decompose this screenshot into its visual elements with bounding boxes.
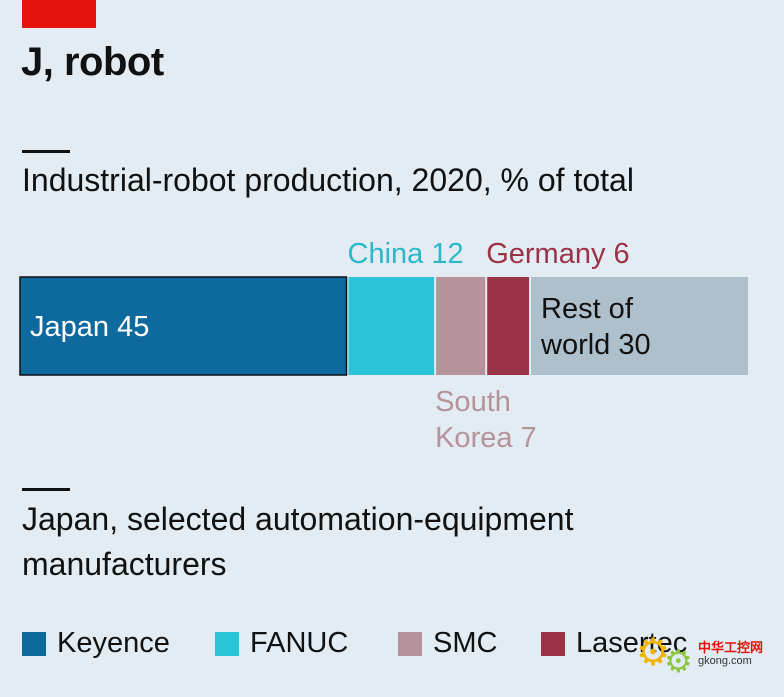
data-label-japan: Japan 45 [30, 311, 149, 343]
legend: Keyence FANUC SMC Lasertec [22, 622, 762, 664]
legend-swatch-fanuc [215, 632, 239, 656]
data-label-china: China 12 [348, 238, 464, 270]
legend-label-smc: SMC [433, 627, 498, 659]
red-tag-decoration [22, 0, 96, 28]
legend-label-keyence: Keyence [57, 627, 170, 659]
section-rule [22, 150, 70, 153]
chart-title: Industrial-robot production, 2020, % of … [22, 162, 634, 198]
data-label-line: South [435, 386, 511, 418]
section-title: Japan, selected automation-equipment man… [22, 497, 762, 587]
data-label-line: Rest of [541, 293, 634, 325]
data-label-line: Japan 45 [30, 311, 149, 343]
watermark-site-url: gkong.com [698, 655, 752, 667]
bar-segment-rest-of-world [531, 277, 748, 375]
headline: J, robot [21, 40, 164, 84]
data-label-line: China 12 [348, 238, 464, 270]
watermark-site-name: 中华工控网 [698, 640, 764, 655]
legend-swatch-lasertec [541, 632, 565, 656]
data-label-germany: Germany 6 [486, 238, 629, 270]
data-label-south-korea: South Korea 7 [435, 386, 537, 454]
legend-label-lasertec: Lasertec [576, 627, 688, 659]
section-title-line-1: Japan, selected automation-equipment [22, 501, 574, 537]
legend-swatch-smc [398, 632, 422, 656]
bar-segment-germany [487, 277, 529, 375]
bar-segment-china [348, 277, 435, 375]
data-label-line: Germany 6 [486, 238, 629, 270]
legend-swatch-keyence [22, 632, 46, 656]
bar-segment-south-korea [436, 277, 486, 375]
gear-icon: ⚙ [636, 632, 671, 674]
stacked-bar-chart: Japan 45 China 12 South Korea 7 Germany 6 Res… [19, 238, 748, 454]
section-rule-2 [22, 488, 70, 491]
data-label-line: Korea 7 [435, 422, 537, 454]
watermark-logo: ⚙ ⚙ 中华工控网 gkong.com [636, 623, 776, 683]
gear-icon-small: ⚙ [664, 643, 693, 679]
bar-segment-japan [19, 276, 348, 376]
data-label-line: world 30 [540, 329, 651, 361]
section-title-line-2: manufacturers [22, 546, 227, 582]
data-label-rest-of-world: Rest of world 30 [540, 293, 651, 361]
legend-label-fanuc: FANUC [250, 627, 349, 659]
